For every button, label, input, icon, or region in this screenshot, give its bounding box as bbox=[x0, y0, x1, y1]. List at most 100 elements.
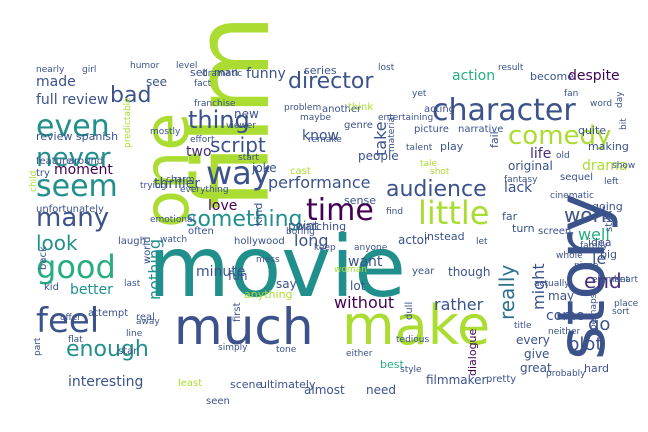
word-lot: lot bbox=[350, 279, 366, 293]
word-good: good bbox=[36, 248, 116, 286]
word-sense: sense bbox=[344, 194, 376, 207]
word-tale: tale bbox=[420, 159, 438, 169]
word-audience: audience bbox=[386, 177, 487, 202]
word-world: world bbox=[142, 236, 153, 264]
word-around: around bbox=[68, 156, 103, 167]
word-best: best bbox=[380, 358, 404, 371]
word-go: go bbox=[588, 314, 610, 335]
word-life: life bbox=[530, 146, 551, 162]
word-show: show bbox=[612, 161, 635, 171]
word-last: last bbox=[124, 279, 141, 289]
word-fantasy: fantasy bbox=[504, 175, 538, 185]
word-watch: watch bbox=[160, 235, 187, 245]
word-people: people bbox=[358, 149, 399, 163]
word-anyone: anyone bbox=[354, 243, 388, 253]
word-least: least bbox=[178, 378, 202, 389]
word-scene: scene bbox=[230, 378, 263, 391]
word-fan: fan bbox=[564, 89, 578, 99]
word-time: time bbox=[306, 193, 374, 228]
word-new: new bbox=[234, 107, 259, 121]
word-boring: boring bbox=[286, 227, 315, 237]
word-see: see bbox=[146, 75, 167, 89]
word-fun: fun bbox=[228, 269, 247, 283]
word-full-review: full review bbox=[36, 92, 108, 108]
word-talent: talent bbox=[406, 143, 433, 153]
word-title: title bbox=[514, 321, 532, 331]
word-left: left bbox=[604, 177, 619, 187]
word-action: action bbox=[452, 68, 495, 84]
word-seen: seen bbox=[206, 396, 230, 407]
word-great: great bbox=[520, 361, 552, 375]
word-joke: joke bbox=[251, 161, 277, 175]
word-film: film bbox=[171, 14, 293, 210]
word-want: want bbox=[348, 254, 383, 270]
word-keep: keep bbox=[314, 243, 336, 253]
word-every: every bbox=[516, 333, 550, 347]
word-offer: offer bbox=[60, 313, 81, 323]
word-work: work bbox=[564, 203, 613, 227]
word-might: might bbox=[529, 263, 548, 310]
word-mess: mess bbox=[256, 255, 280, 265]
word-material: material bbox=[387, 114, 397, 152]
word-dramatic: dramatic bbox=[202, 69, 242, 79]
word-almost: almost bbox=[304, 383, 345, 397]
word-day: day bbox=[615, 91, 625, 108]
word-old: old bbox=[556, 151, 570, 161]
word-story: story bbox=[543, 193, 620, 360]
word-say: say bbox=[276, 277, 297, 291]
word-le: le bbox=[592, 249, 606, 268]
word-acting: acting bbox=[424, 104, 455, 115]
word-ultimately: ultimately bbox=[260, 378, 316, 391]
word-whole: whole bbox=[556, 251, 583, 261]
word-bit: bit bbox=[619, 118, 629, 130]
word-character: character bbox=[432, 93, 576, 128]
word-woman: woman bbox=[334, 265, 367, 275]
word-bad: bad bbox=[110, 83, 151, 108]
word-despite: despite bbox=[568, 68, 620, 84]
word-really: really bbox=[495, 265, 519, 320]
word-perhaps: perhaps bbox=[589, 293, 599, 330]
word-effort: effort bbox=[190, 135, 215, 145]
word-place: place bbox=[614, 299, 639, 309]
word-shot: shot bbox=[430, 167, 450, 177]
word-lost: lost bbox=[378, 63, 395, 73]
word-real: real bbox=[136, 312, 155, 323]
word-narrative: narrative bbox=[458, 124, 503, 135]
word-long: long bbox=[294, 231, 329, 250]
word-find: find bbox=[386, 207, 403, 217]
word-simply: simply bbox=[218, 343, 248, 353]
word-viewer: viewer bbox=[226, 121, 256, 131]
word-probably: probably bbox=[546, 369, 586, 379]
word-maybe: maybe bbox=[300, 113, 331, 123]
word-level: level bbox=[176, 61, 197, 71]
word-screen: screen bbox=[538, 226, 571, 237]
word-enough: enough bbox=[66, 337, 149, 362]
word-thriller: thriller bbox=[154, 176, 200, 192]
word-let: let bbox=[476, 237, 488, 247]
word-nearly: nearly bbox=[36, 65, 65, 75]
word-sequel: sequel bbox=[560, 172, 593, 183]
word-set: set bbox=[190, 66, 207, 79]
word-franchise: franchise bbox=[194, 99, 236, 109]
word-drama: drama bbox=[582, 158, 627, 174]
word-often: often bbox=[188, 226, 214, 237]
word-cast: cast bbox=[290, 166, 311, 177]
word-neither: neither bbox=[548, 327, 581, 337]
word-element: element bbox=[592, 275, 630, 285]
word-take: take bbox=[371, 121, 390, 156]
word-cinematic: cinematic bbox=[550, 191, 594, 201]
word-trying: trying bbox=[140, 181, 166, 191]
word-hard: hard bbox=[584, 362, 609, 375]
word-back: back bbox=[38, 246, 49, 270]
word-funny: funny bbox=[246, 66, 286, 82]
word-think: think bbox=[348, 102, 373, 113]
word-may: may bbox=[548, 289, 574, 303]
word-feature: feature bbox=[36, 156, 72, 167]
word-lack: lack bbox=[504, 180, 533, 196]
word-fact: fact bbox=[194, 79, 212, 89]
word-series: series bbox=[304, 64, 337, 77]
word-kind: kind bbox=[252, 203, 265, 226]
word-picture: picture bbox=[414, 124, 449, 135]
word-seem: seem bbox=[36, 169, 118, 204]
